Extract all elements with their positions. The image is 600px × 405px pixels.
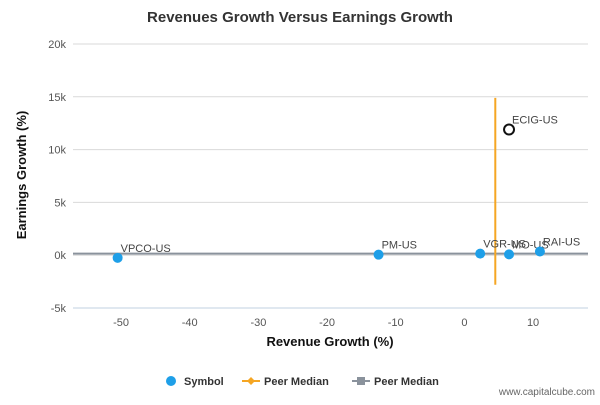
y-axis-title: Earnings Growth (%) xyxy=(14,111,29,240)
data-point-label: VPCO-US xyxy=(121,243,171,255)
x-tick-label: 10 xyxy=(527,317,539,329)
y-tick-label: -5k xyxy=(51,303,67,315)
data-point[interactable] xyxy=(475,248,486,259)
data-point[interactable] xyxy=(373,249,384,260)
y-tick-label: 5k xyxy=(54,197,66,209)
grid-lines xyxy=(73,43,588,309)
data-point-label: PM-US xyxy=(382,240,417,252)
x-tick-label: -40 xyxy=(182,317,198,329)
legend-item[interactable]: Symbol xyxy=(166,376,224,388)
legend-label: Peer Median xyxy=(374,376,439,388)
x-tick-label: -10 xyxy=(388,317,404,329)
legend-symbol-marker xyxy=(166,376,176,386)
x-tick-label: -20 xyxy=(319,317,335,329)
legend-square-marker xyxy=(357,377,365,385)
peer-median-lines xyxy=(73,97,588,285)
legend-item[interactable]: Peer Median xyxy=(352,376,439,388)
data-point[interactable] xyxy=(504,249,515,260)
chart-title: Revenues Growth Versus Earnings Growth xyxy=(147,9,453,26)
data-point[interactable] xyxy=(112,252,123,263)
x-tick-label: -30 xyxy=(250,317,266,329)
legend-label: Symbol xyxy=(184,376,224,388)
y-axis-tick-labels: -5k 0k 5k 10k 15k 20k xyxy=(48,39,66,315)
y-tick-label: 20k xyxy=(48,39,66,51)
x-axis-tick-labels: -50 -40 -30 -20 -10 0 10 xyxy=(113,317,539,329)
legend-diamond-marker xyxy=(247,377,255,385)
data-point-label: VGR-US xyxy=(483,239,526,251)
legend-label: Peer Median xyxy=(264,376,329,388)
x-tick-label: 0 xyxy=(461,317,467,329)
watermark: www.capitalcube.com xyxy=(498,387,595,398)
x-axis-title: Revenue Growth (%) xyxy=(266,334,393,349)
data-point-label: RAI-US xyxy=(543,237,580,249)
legend: Symbol Peer Median Peer Median xyxy=(166,376,439,388)
y-tick-label: 10k xyxy=(48,145,66,157)
y-tick-label: 15k xyxy=(48,92,66,104)
data-point[interactable] xyxy=(503,123,516,136)
data-point-label: ECIG-US xyxy=(512,115,558,127)
data-point[interactable] xyxy=(534,246,545,257)
x-tick-label: -50 xyxy=(113,317,129,329)
legend-item[interactable]: Peer Median xyxy=(242,376,329,388)
y-tick-label: 0k xyxy=(54,250,66,262)
